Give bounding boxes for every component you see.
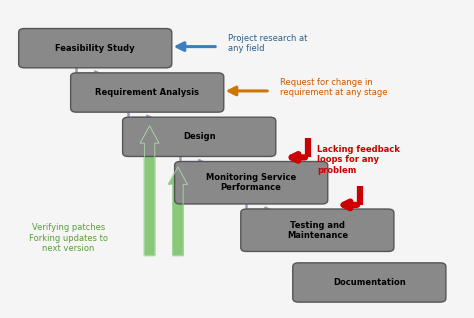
Text: Feasibility Study: Feasibility Study: [55, 44, 135, 53]
Text: Lacking feedback
loops for any
problem: Lacking feedback loops for any problem: [318, 145, 400, 175]
FancyBboxPatch shape: [293, 263, 446, 302]
Polygon shape: [140, 126, 159, 256]
Text: Documentation: Documentation: [333, 278, 406, 287]
Text: Requirement Analysis: Requirement Analysis: [95, 88, 199, 97]
FancyBboxPatch shape: [241, 209, 394, 252]
Polygon shape: [168, 167, 187, 256]
FancyBboxPatch shape: [71, 73, 224, 112]
Text: Verifying patches
Forking updates to
next version: Verifying patches Forking updates to nex…: [29, 223, 108, 253]
Text: Request for change in
requirement at any stage: Request for change in requirement at any…: [280, 78, 387, 97]
Text: Project research at
any field: Project research at any field: [228, 34, 307, 53]
FancyBboxPatch shape: [123, 117, 276, 156]
Text: Monitoring Service
Performance: Monitoring Service Performance: [206, 173, 296, 192]
Text: Testing and
Maintenance: Testing and Maintenance: [287, 221, 348, 240]
FancyBboxPatch shape: [174, 162, 328, 204]
Text: Design: Design: [183, 132, 216, 141]
FancyBboxPatch shape: [18, 29, 172, 68]
